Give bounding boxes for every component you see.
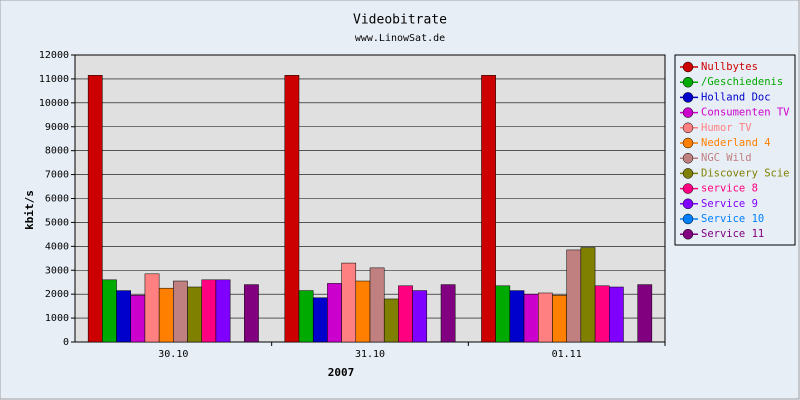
legend-marker bbox=[682, 107, 694, 118]
legend-marker bbox=[682, 228, 694, 240]
bar bbox=[173, 280, 188, 343]
y-tick-label: 5000 bbox=[45, 217, 69, 228]
y-axis-label: kbit/s bbox=[23, 190, 36, 230]
legend-label: NGC Wild bbox=[701, 152, 752, 164]
bar bbox=[594, 285, 610, 343]
legend-marker bbox=[682, 168, 694, 179]
bar bbox=[284, 75, 300, 343]
bar bbox=[187, 286, 202, 343]
legend-label: Service 11 bbox=[701, 228, 764, 240]
y-tick-label: 4000 bbox=[45, 241, 69, 252]
y-tick-label: 7000 bbox=[45, 170, 69, 181]
x-tick-label: 31.10 bbox=[355, 349, 385, 360]
bar bbox=[355, 280, 371, 343]
legend-marker bbox=[682, 198, 694, 210]
bar bbox=[327, 283, 342, 343]
bar bbox=[398, 285, 413, 343]
y-tick-label: 6000 bbox=[45, 194, 69, 205]
bar bbox=[130, 295, 146, 343]
bar bbox=[383, 298, 399, 343]
bar bbox=[609, 286, 624, 343]
y-tick-label: 8000 bbox=[45, 146, 69, 157]
legend-marker bbox=[682, 152, 694, 164]
legend-marker bbox=[682, 92, 694, 103]
bar bbox=[312, 297, 328, 343]
bar bbox=[566, 249, 582, 343]
chart-title: Videobitrate bbox=[353, 13, 447, 28]
bar bbox=[412, 290, 428, 343]
bar bbox=[523, 293, 539, 343]
legend-marker bbox=[682, 76, 694, 88]
bar bbox=[298, 290, 314, 343]
legend-label: service 8 bbox=[701, 183, 758, 195]
y-tick-label: 10000 bbox=[39, 98, 69, 109]
chart-subtitle: www.LinowSat.de bbox=[355, 33, 445, 44]
x-axis-label: 2007 bbox=[328, 366, 355, 379]
bar bbox=[552, 295, 567, 343]
bar bbox=[102, 279, 117, 343]
bar bbox=[481, 75, 496, 343]
y-tick-label: 3000 bbox=[45, 265, 69, 276]
bar bbox=[440, 284, 456, 343]
bar bbox=[369, 267, 385, 343]
bar bbox=[538, 292, 553, 343]
legend-label: Service 9 bbox=[701, 198, 758, 210]
y-tick-label: 11000 bbox=[39, 74, 69, 85]
y-tick-label: 0 bbox=[63, 337, 69, 348]
y-tick-label: 1000 bbox=[45, 313, 69, 324]
x-tick-label: 30.10 bbox=[158, 349, 188, 360]
bar bbox=[495, 285, 511, 343]
legend-marker bbox=[682, 61, 694, 73]
y-tick-label: 2000 bbox=[45, 289, 69, 300]
legend-marker bbox=[682, 183, 694, 194]
bar bbox=[509, 290, 525, 343]
legend-label: Service 10 bbox=[701, 213, 764, 225]
legend-box bbox=[674, 54, 796, 246]
legend-label: Consumenten TV bbox=[701, 107, 790, 119]
legend-label: Nullbytes bbox=[701, 61, 758, 73]
bar bbox=[116, 290, 131, 343]
y-tick-label: 12000 bbox=[39, 50, 69, 61]
legend-marker bbox=[682, 137, 694, 149]
bar bbox=[637, 284, 653, 343]
legend-marker bbox=[682, 122, 694, 134]
legend-label: /Geschiedenis bbox=[701, 76, 783, 88]
legend-label: Humor TV bbox=[701, 122, 752, 134]
bar bbox=[341, 262, 357, 343]
bar bbox=[158, 287, 174, 343]
bar bbox=[244, 284, 259, 343]
bar bbox=[87, 75, 103, 343]
legend-label: Holland Doc bbox=[701, 91, 771, 103]
bar bbox=[215, 279, 231, 343]
legend-label: Nederland 4 bbox=[701, 137, 771, 149]
bar bbox=[580, 247, 596, 343]
bar bbox=[144, 273, 160, 343]
bar bbox=[201, 279, 217, 343]
legend-label: Discovery Scie bbox=[701, 167, 790, 179]
legend-marker bbox=[682, 213, 694, 225]
x-tick-label: 01.11 bbox=[552, 349, 582, 360]
y-tick-label: 9000 bbox=[45, 122, 69, 133]
